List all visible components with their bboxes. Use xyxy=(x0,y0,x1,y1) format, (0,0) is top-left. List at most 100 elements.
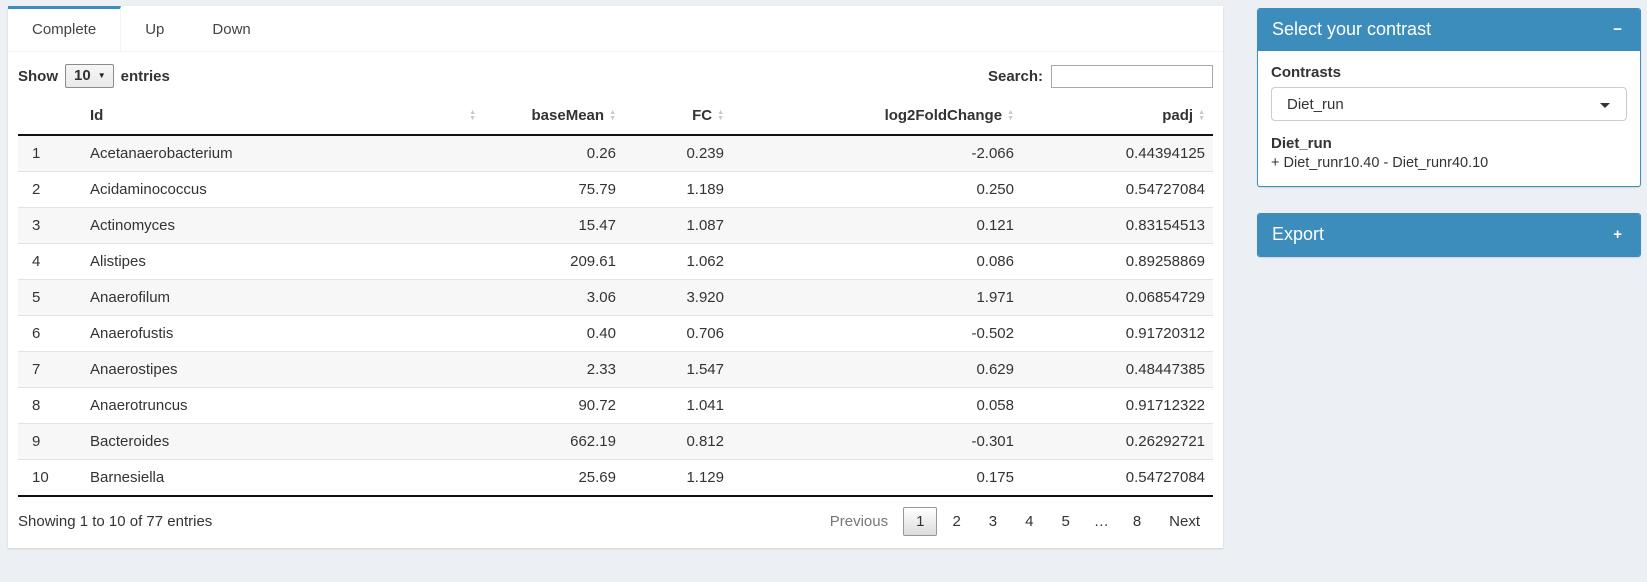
tab-label: Up xyxy=(145,21,165,38)
cell-fc: 0.239 xyxy=(624,135,732,172)
cell-padj: 0.89258869 xyxy=(1022,243,1213,280)
table-row: 4 Alistipes 209.61 1.062 0.086 0.8925886… xyxy=(18,243,1213,280)
cell-fc: 1.087 xyxy=(624,207,732,244)
page-next[interactable]: Next xyxy=(1169,513,1200,530)
export-box-header: Export + xyxy=(1258,214,1640,256)
cell-fc: 1.129 xyxy=(624,459,732,497)
cell-log2foldchange: 0.086 xyxy=(732,243,1022,280)
collapse-minus-icon[interactable]: − xyxy=(1607,22,1628,37)
column-header-rownum[interactable]: ▲ ▼ xyxy=(18,98,82,136)
cell-id: Anaerofilum xyxy=(82,279,484,316)
cell-basemean: 0.26 xyxy=(484,135,624,172)
cell-id: Barnesiella xyxy=(82,459,484,497)
table-row: 1 Acetanaerobacterium 0.26 0.239 -2.066 … xyxy=(18,135,1213,172)
search-control: Search: xyxy=(988,64,1213,88)
cell-fc: 0.706 xyxy=(624,315,732,352)
cell-padj: 0.83154513 xyxy=(1022,207,1213,244)
column-header-label: baseMean xyxy=(531,107,605,124)
sort-icon: ▲ ▼ xyxy=(609,108,616,122)
table-body: 1 Acetanaerobacterium 0.26 0.239 -2.066 … xyxy=(18,135,1213,497)
page-previous: Previous xyxy=(829,513,889,530)
results-tabbox: Complete Up Down Show 10 ▼ xyxy=(8,6,1223,548)
cell-id: Alistipes xyxy=(82,243,484,280)
cell-basemean: 2.33 xyxy=(484,351,624,388)
contrast-formula: + Diet_runr10.40 - Diet_runr40.10 xyxy=(1271,155,1489,171)
table-row: 2 Acidaminococcus 75.79 1.189 0.250 0.54… xyxy=(18,171,1213,208)
tab-up[interactable]: Up xyxy=(121,6,188,51)
entries-length-control: Show 10 ▼ entries xyxy=(18,64,170,88)
column-header-label: FC xyxy=(692,107,713,124)
tab-panel-complete: Show 10 ▼ entries Search: xyxy=(8,52,1223,548)
cell-id: Anaerotruncus xyxy=(82,387,484,424)
sort-icon: ▲ ▼ xyxy=(1007,108,1014,122)
cell-padj: 0.06854729 xyxy=(1022,279,1213,316)
contrast-dropdown[interactable]: Diet_run xyxy=(1271,87,1627,121)
cell-padj: 0.44394125 xyxy=(1022,135,1213,172)
page-1[interactable]: 1 xyxy=(903,507,938,536)
results-table: ▲ ▼ Id ▲ xyxy=(18,98,1213,497)
cell-log2foldchange: -2.066 xyxy=(732,135,1022,172)
cell-rownum: 7 xyxy=(18,351,82,388)
cell-rownum: 2 xyxy=(18,171,82,208)
cell-padj: 0.26292721 xyxy=(1022,423,1213,460)
page: Complete Up Down Show 10 ▼ xyxy=(8,6,1641,548)
tab-label: Complete xyxy=(32,21,97,38)
table-footer: Showing 1 to 10 of 77 entries Previous 1… xyxy=(18,507,1213,536)
page-8[interactable]: 8 xyxy=(1132,513,1142,530)
tab-down[interactable]: Down xyxy=(188,6,274,51)
contrast-name: Diet_run xyxy=(1271,135,1332,152)
page-2[interactable]: 2 xyxy=(952,513,961,530)
results-tab-strip: Complete Up Down xyxy=(8,6,1223,52)
entries-select[interactable]: 10 ▼ xyxy=(65,64,114,88)
cell-basemean: 90.72 xyxy=(484,387,624,424)
cell-log2foldchange: 0.629 xyxy=(732,351,1022,388)
cell-rownum: 5 xyxy=(18,279,82,316)
cell-basemean: 25.69 xyxy=(484,459,624,497)
table-head: ▲ ▼ Id ▲ xyxy=(18,98,1213,136)
cell-rownum: 4 xyxy=(18,243,82,280)
export-box-title: Export xyxy=(1272,224,1325,244)
column-header-id[interactable]: Id ▲ ▼ xyxy=(82,98,484,136)
cell-log2foldchange: 0.058 xyxy=(732,387,1022,424)
cell-id: Anaerofustis xyxy=(82,315,484,352)
cell-id: Bacteroides xyxy=(82,423,484,460)
cell-fc: 1.041 xyxy=(624,387,732,424)
table-row: 10 Barnesiella 25.69 1.129 0.175 0.54727… xyxy=(18,459,1213,497)
page-5[interactable]: 5 xyxy=(1061,513,1070,530)
cell-padj: 0.91720312 xyxy=(1022,315,1213,352)
cell-log2foldchange: 1.971 xyxy=(732,279,1022,316)
cell-fc: 0.812 xyxy=(624,423,732,460)
cell-padj: 0.91712322 xyxy=(1022,387,1213,424)
cell-rownum: 3 xyxy=(18,207,82,244)
page-3[interactable]: 3 xyxy=(988,513,998,530)
tab-label: Down xyxy=(212,21,251,38)
contrast-box-title: Select your contrast xyxy=(1272,19,1432,39)
cell-id: Acetanaerobacterium xyxy=(82,135,484,172)
page-4[interactable]: 4 xyxy=(1025,513,1034,530)
pagination: Previous 1 2 3 4 5 … 8 xyxy=(815,507,1213,536)
sort-icon: ▲ ▼ xyxy=(717,108,724,122)
column-header-fc[interactable]: FC ▲ ▼ xyxy=(624,98,732,136)
cell-rownum: 6 xyxy=(18,315,82,352)
contrast-box: Select your contrast − Contrasts Diet_ru… xyxy=(1257,8,1641,187)
column-header-padj[interactable]: padj ▲ ▼ xyxy=(1022,98,1213,136)
entries-select-value: 10 xyxy=(74,67,91,84)
show-label: Show xyxy=(18,67,58,85)
contrast-dropdown-value: Diet_run xyxy=(1287,95,1344,113)
cell-log2foldchange: -0.502 xyxy=(732,315,1022,352)
cell-padj: 0.54727084 xyxy=(1022,459,1213,497)
column-header-log2foldchange[interactable]: log2FoldChange ▲ ▼ xyxy=(732,98,1022,136)
cell-padj: 0.54727084 xyxy=(1022,171,1213,208)
cell-basemean: 209.61 xyxy=(484,243,624,280)
tab-complete[interactable]: Complete xyxy=(8,6,122,51)
collapse-plus-icon[interactable]: + xyxy=(1607,227,1628,242)
search-input[interactable] xyxy=(1051,64,1213,88)
table-controls: Show 10 ▼ entries Search: xyxy=(18,64,1213,88)
cell-fc: 3.920 xyxy=(624,279,732,316)
column-header-basemean[interactable]: baseMean ▲ ▼ xyxy=(484,98,624,136)
cell-id: Acidaminococcus xyxy=(82,171,484,208)
page-ellipsis: … xyxy=(1093,513,1109,530)
entries-label: entries xyxy=(120,67,170,85)
sort-icon: ▲ ▼ xyxy=(1198,108,1205,122)
table-row: 7 Anaerostipes 2.33 1.547 0.629 0.484473… xyxy=(18,351,1213,388)
